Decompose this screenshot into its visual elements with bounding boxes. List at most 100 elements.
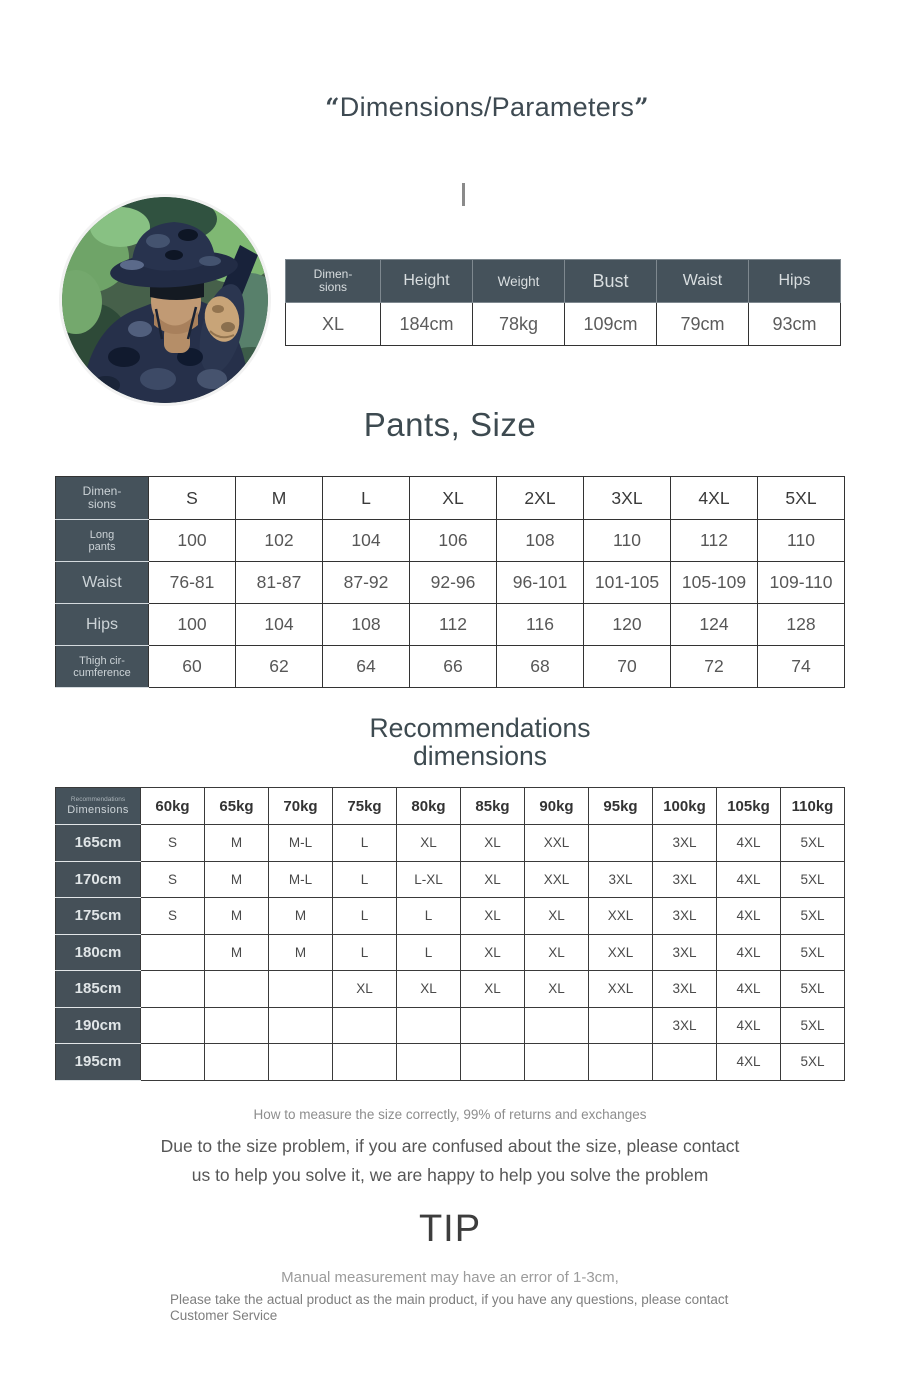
table-cell: M-L	[268, 824, 333, 862]
table-cell: 112	[409, 603, 497, 646]
column-header: M	[235, 476, 323, 520]
table-row: Waist 76-81 81-87 87-92 92-96 96-101 101-105 10…	[55, 561, 845, 604]
table-cell: 116	[496, 603, 584, 646]
table-cell: XL	[460, 933, 525, 971]
table-cell: 3XL	[652, 824, 717, 862]
table-row: 190cm 3XL 4XL 5XL	[55, 1006, 845, 1044]
column-header: 65kg	[204, 787, 269, 825]
column-header: 85kg	[460, 787, 525, 825]
table-cell: 4XL	[716, 1043, 781, 1081]
table-cell: L	[396, 897, 461, 935]
table-cell: 78kg	[472, 302, 565, 346]
contact-note: Due to the size problem, if you are conf…	[160, 1136, 740, 1185]
table-cell: 60	[148, 645, 236, 688]
table-cell: M	[204, 860, 269, 898]
table-cell	[140, 970, 205, 1008]
table-cell: XL	[332, 970, 397, 1008]
table-corner-header: Dimen- sions	[55, 476, 149, 520]
table-cell: 109-110	[757, 561, 845, 604]
table-cell: 93cm	[748, 302, 841, 346]
table-cell: 112	[670, 519, 758, 562]
pants-size-heading: Pants, Size	[363, 406, 537, 443]
column-header: Height	[380, 259, 473, 303]
table-cell	[332, 1043, 397, 1081]
recommendations-table: Recommendations Dimensions 60kg 65kg 70kg 7…	[55, 787, 845, 1081]
column-header: 60kg	[140, 787, 205, 825]
column-header: 100kg	[652, 787, 717, 825]
row-header: 180cm	[55, 933, 141, 971]
table-cell: XL	[460, 970, 525, 1008]
table-cell	[460, 1043, 525, 1081]
column-header: XL	[409, 476, 497, 520]
open-quote: “	[325, 93, 340, 122]
recommendations-heading: Recommendations dimensions	[369, 713, 591, 771]
table-cell: 5XL	[780, 897, 845, 935]
table-row: Thigh cir- cumference 60 62 64 66 68 70 72 74	[55, 645, 845, 688]
column-header: Waist	[656, 259, 749, 303]
table-cell: 5XL	[780, 860, 845, 898]
table-cell: L	[332, 897, 397, 935]
header-row: Recommendations Dimensions 60kg 65kg 70kg 7…	[55, 787, 845, 825]
row-header: 195cm	[55, 1043, 141, 1081]
row-header: 175cm	[55, 897, 141, 935]
table-cell: XL	[460, 860, 525, 898]
table-cell: XXL	[588, 970, 653, 1008]
table-cell: XL	[524, 933, 589, 971]
table-corner-header: Recommendations Dimensions	[55, 787, 141, 825]
row-header: 190cm	[55, 1006, 141, 1044]
column-header: L	[322, 476, 410, 520]
tip-service-note: Please take the actual product as the ma…	[170, 1292, 729, 1323]
table-cell: M-L	[268, 860, 333, 898]
pants-size-table: Dimen- sions S M L XL 2XL 3XL 4XL 5XL Long pant…	[55, 476, 845, 688]
table-cell	[140, 933, 205, 971]
table-cell: 109cm	[564, 302, 657, 346]
column-header: 3XL	[583, 476, 671, 520]
table-cell: 108	[496, 519, 584, 562]
table-cell: XL	[460, 824, 525, 862]
header-row: Dimen- sions S M L XL 2XL 3XL 4XL 5XL	[55, 476, 845, 520]
table-cell	[204, 970, 269, 1008]
table-cell: M	[268, 933, 333, 971]
table-cell: 92-96	[409, 561, 497, 604]
row-header: 170cm	[55, 860, 141, 898]
row-header: Waist	[55, 561, 149, 604]
table-cell: 3XL	[652, 897, 717, 935]
table-cell: 70	[583, 645, 671, 688]
table-cell: 72	[670, 645, 758, 688]
table-cell: L	[396, 933, 461, 971]
table-cell	[204, 1006, 269, 1044]
table-cell: XXL	[524, 860, 589, 898]
table-cell: 110	[583, 519, 671, 562]
table-cell	[268, 970, 333, 1008]
table-cell: 108	[322, 603, 410, 646]
table-cell: 74	[757, 645, 845, 688]
table-cell: XXL	[524, 824, 589, 862]
table-cell: L	[332, 933, 397, 971]
table-row: 165cm S M M-L L XL XL XXL 3XL 4XL 5XL	[55, 824, 845, 862]
measure-note: How to measure the size correctly, 99% o…	[253, 1107, 647, 1122]
table-corner-header: Dimen- sions	[285, 259, 381, 303]
close-quote: ”	[634, 93, 649, 122]
table-cell: 96-101	[496, 561, 584, 604]
table-cell: L	[332, 824, 397, 862]
table-cell: 3XL	[588, 860, 653, 898]
table-cell: 100	[148, 603, 236, 646]
row-header: XL	[285, 302, 381, 346]
table-cell: 66	[409, 645, 497, 688]
corner-label: Dimensions	[67, 804, 129, 816]
row-header: Hips	[55, 603, 149, 646]
table-cell: XXL	[588, 933, 653, 971]
table-cell: 4XL	[716, 1006, 781, 1044]
table-cell: 5XL	[780, 970, 845, 1008]
table-cell: 3XL	[652, 970, 717, 1008]
table-cell	[140, 1006, 205, 1044]
table-cell: 120	[583, 603, 671, 646]
table-cell: XL	[396, 970, 461, 1008]
table-cell: XL	[460, 897, 525, 935]
table-cell: L	[332, 860, 397, 898]
table-cell: 101-105	[583, 561, 671, 604]
table-cell: 4XL	[716, 970, 781, 1008]
table-row: 185cm XL XL XL XL XXL 3XL 4XL 5XL	[55, 970, 845, 1008]
text-cursor-bar	[462, 183, 465, 206]
table-row: 170cm S M M-L L L-XL XL XXL 3XL 3XL 4XL 5XL	[55, 860, 845, 898]
